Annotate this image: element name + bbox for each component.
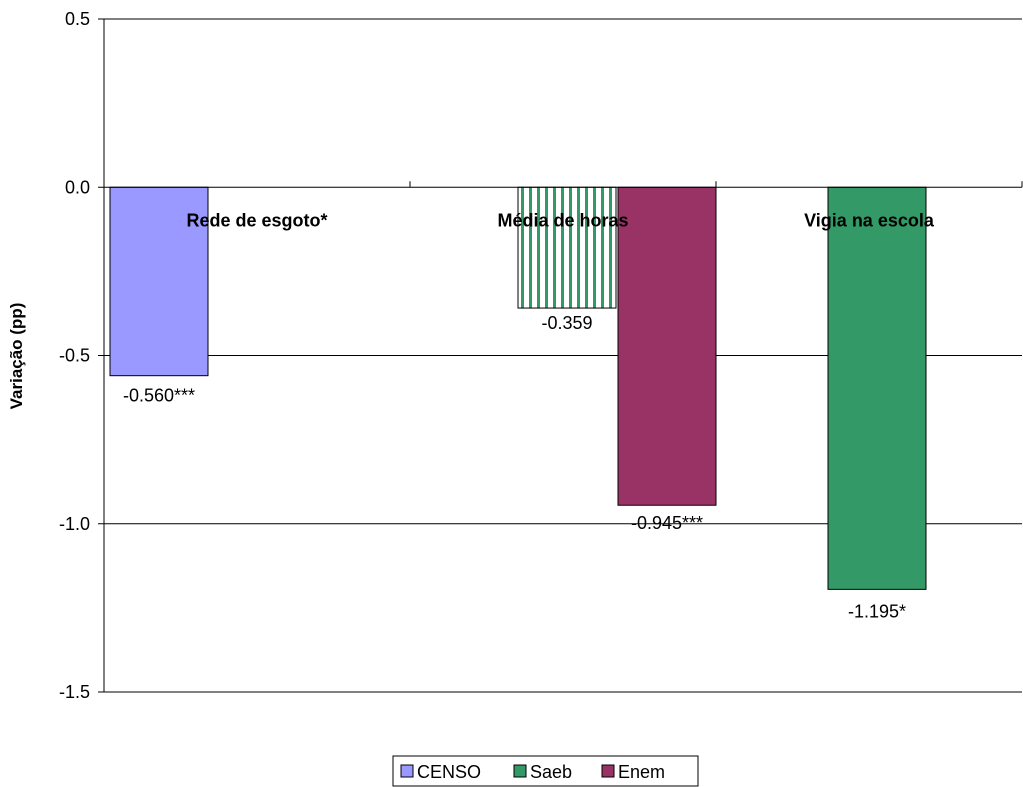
bar-enem-1 xyxy=(617,186,717,506)
category-label: Rede de esgoto* xyxy=(186,210,327,230)
category-label: Média de horas xyxy=(497,210,628,230)
legend-label-censo: CENSO xyxy=(417,762,481,782)
legend-swatch-enem xyxy=(601,764,615,778)
data-label: -0.945*** xyxy=(631,513,703,533)
legend: CENSO Saeb Enem xyxy=(392,755,699,787)
y-tick-label: -0.5 xyxy=(59,346,90,366)
y-tick-label: 0.0 xyxy=(65,177,90,197)
legend-box xyxy=(392,755,699,787)
bars xyxy=(109,186,927,590)
y-tick-label: -1.5 xyxy=(59,682,90,702)
bar-saeb-1 xyxy=(517,186,617,309)
bar-censo-0 xyxy=(109,186,209,377)
legend-label-saeb: Saeb xyxy=(530,762,572,782)
legend-swatch-censo xyxy=(400,764,414,778)
y-axis-title: Variação (pp) xyxy=(7,303,26,410)
data-label: -0.359 xyxy=(541,313,592,333)
data-label: -0.560*** xyxy=(123,386,195,406)
bar-saeb-2 xyxy=(827,186,927,590)
labels: -0.560*** -0.359 -0.945*** -1.195* Rede de e… xyxy=(103,181,1023,621)
plot-area: 0.5 0.0 -0.5 -1.0 -1.5 xyxy=(59,9,1022,702)
category-label: Vigia na escola xyxy=(804,210,935,230)
legend-label-enem: Enem xyxy=(618,762,665,782)
y-tick-label: -1.0 xyxy=(59,514,90,534)
legend-swatch-saeb xyxy=(513,764,527,778)
y-tick-label: 0.5 xyxy=(65,9,90,29)
data-label: -1.195* xyxy=(848,601,906,621)
